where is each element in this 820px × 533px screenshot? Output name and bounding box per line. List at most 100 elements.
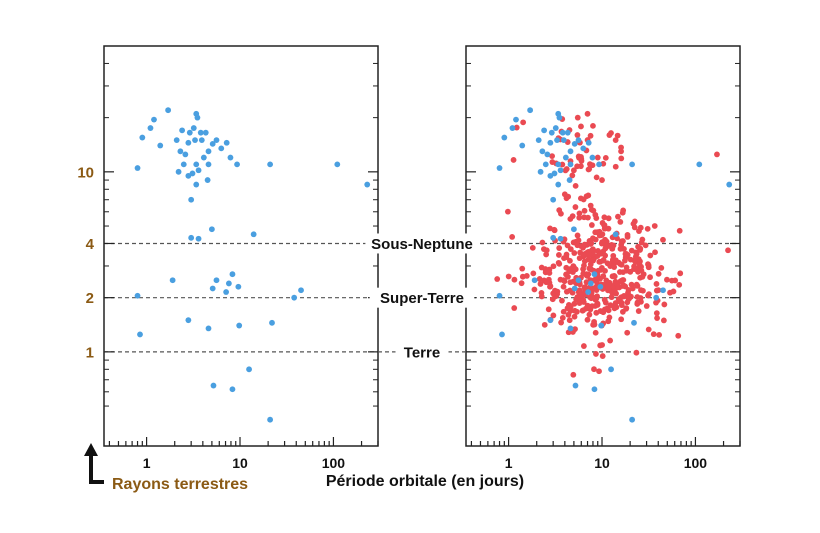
red-point bbox=[587, 132, 594, 139]
right-panel bbox=[465, 45, 741, 447]
red-point bbox=[645, 326, 652, 333]
red-point bbox=[563, 166, 570, 172]
red-point bbox=[597, 275, 603, 282]
red-point bbox=[653, 281, 660, 287]
red-point bbox=[574, 294, 581, 301]
red-point bbox=[617, 245, 624, 252]
blue-point bbox=[547, 317, 554, 324]
red-point bbox=[575, 237, 582, 244]
red-point bbox=[725, 247, 731, 254]
blue-point bbox=[585, 289, 592, 295]
red-point bbox=[575, 289, 582, 296]
blue-point bbox=[173, 137, 180, 144]
blue-point bbox=[566, 177, 573, 183]
blue-point bbox=[209, 140, 216, 147]
blue-point bbox=[202, 129, 209, 136]
red-point bbox=[510, 157, 517, 163]
blue-point bbox=[608, 366, 614, 373]
reference-line-labels: Sous-Neptune Super-Terre Terre bbox=[365, 233, 479, 362]
red-point bbox=[604, 243, 611, 250]
red-point bbox=[580, 196, 587, 203]
red-point bbox=[573, 308, 580, 315]
red-point bbox=[574, 232, 581, 239]
blue-point bbox=[696, 161, 703, 168]
blue-point bbox=[364, 181, 371, 188]
red-point bbox=[541, 321, 548, 328]
blue-point bbox=[575, 137, 582, 144]
blue-point bbox=[575, 277, 582, 284]
red-point bbox=[623, 305, 630, 312]
red-point bbox=[607, 263, 614, 269]
blue-point bbox=[157, 142, 164, 149]
red-point bbox=[624, 252, 631, 258]
red-point bbox=[511, 276, 518, 283]
left-ticks bbox=[104, 62, 379, 446]
red-point bbox=[636, 228, 642, 235]
red-point bbox=[564, 242, 571, 249]
blue-point bbox=[537, 168, 544, 175]
red-point bbox=[620, 238, 626, 244]
red-point bbox=[619, 283, 626, 289]
red-point bbox=[594, 154, 601, 161]
red-point bbox=[587, 261, 594, 268]
blue-point bbox=[531, 277, 538, 284]
red-point bbox=[625, 296, 632, 302]
blue-point bbox=[571, 285, 578, 292]
red-point bbox=[618, 155, 625, 162]
blue-point bbox=[589, 154, 596, 161]
blue-point bbox=[180, 161, 187, 168]
red-point bbox=[611, 288, 618, 295]
blue-point bbox=[542, 161, 549, 168]
red-point bbox=[599, 177, 605, 183]
blue-point bbox=[267, 161, 274, 168]
red-point bbox=[560, 283, 567, 290]
blue-point bbox=[513, 116, 519, 123]
reference-label-bg bbox=[395, 341, 449, 362]
blue-point bbox=[197, 129, 204, 136]
blue-point bbox=[629, 161, 636, 168]
red-point bbox=[547, 225, 553, 232]
red-point bbox=[578, 123, 584, 130]
red-point bbox=[581, 284, 588, 291]
red-point bbox=[602, 252, 609, 259]
blue-point bbox=[234, 161, 240, 168]
red-point bbox=[640, 271, 647, 278]
red-point bbox=[714, 151, 720, 158]
red-point bbox=[658, 264, 665, 271]
red-point bbox=[592, 211, 599, 218]
red-point bbox=[661, 301, 668, 308]
red-point bbox=[530, 270, 537, 277]
red-point bbox=[600, 257, 607, 263]
red-point bbox=[569, 172, 576, 179]
blue-point bbox=[572, 382, 579, 389]
red-point bbox=[576, 214, 583, 221]
blue-point bbox=[554, 137, 560, 144]
red-point bbox=[592, 329, 599, 336]
red-point bbox=[633, 281, 640, 288]
red-point bbox=[636, 261, 643, 268]
red-point bbox=[588, 222, 595, 228]
red-point bbox=[581, 252, 588, 259]
blue-point bbox=[547, 139, 554, 146]
red-point bbox=[571, 250, 578, 256]
blue-point bbox=[560, 137, 567, 144]
red-point bbox=[596, 368, 602, 375]
blue-point bbox=[195, 167, 202, 174]
blue-point bbox=[213, 137, 220, 144]
blue-point bbox=[194, 114, 201, 121]
blue-point bbox=[629, 416, 636, 423]
red-point bbox=[647, 274, 653, 281]
blue-point bbox=[585, 139, 592, 146]
left-x-tick-label: 10 bbox=[232, 455, 248, 471]
y-tick-label: 10 bbox=[77, 164, 94, 181]
red-point bbox=[576, 255, 583, 262]
red-point bbox=[601, 296, 608, 303]
y-axis-arrow-icon bbox=[84, 443, 104, 484]
x-axis-label: Période orbitale (en jours) bbox=[326, 473, 524, 490]
red-point bbox=[591, 366, 597, 373]
blue-point bbox=[571, 140, 578, 147]
x-tick-labels: 1 10 100 1 10 100 bbox=[143, 455, 708, 471]
red-point bbox=[566, 268, 573, 275]
blue-point bbox=[567, 325, 574, 332]
red-point bbox=[543, 279, 550, 286]
